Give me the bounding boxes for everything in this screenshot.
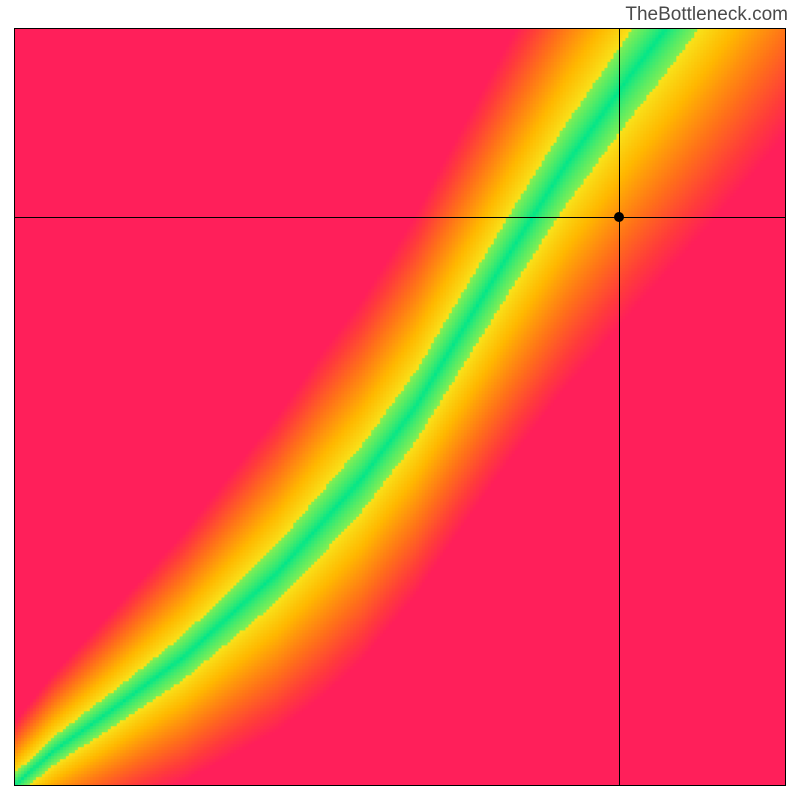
heatmap-canvas (15, 29, 785, 785)
heatmap-plot-area (14, 28, 786, 786)
watermark-text: TheBottleneck.com (625, 4, 788, 26)
crosshair-vertical-line (619, 29, 620, 785)
crosshair-marker-dot (614, 212, 624, 222)
crosshair-horizontal-line (15, 217, 785, 218)
chart-container: TheBottleneck.com (0, 0, 800, 800)
